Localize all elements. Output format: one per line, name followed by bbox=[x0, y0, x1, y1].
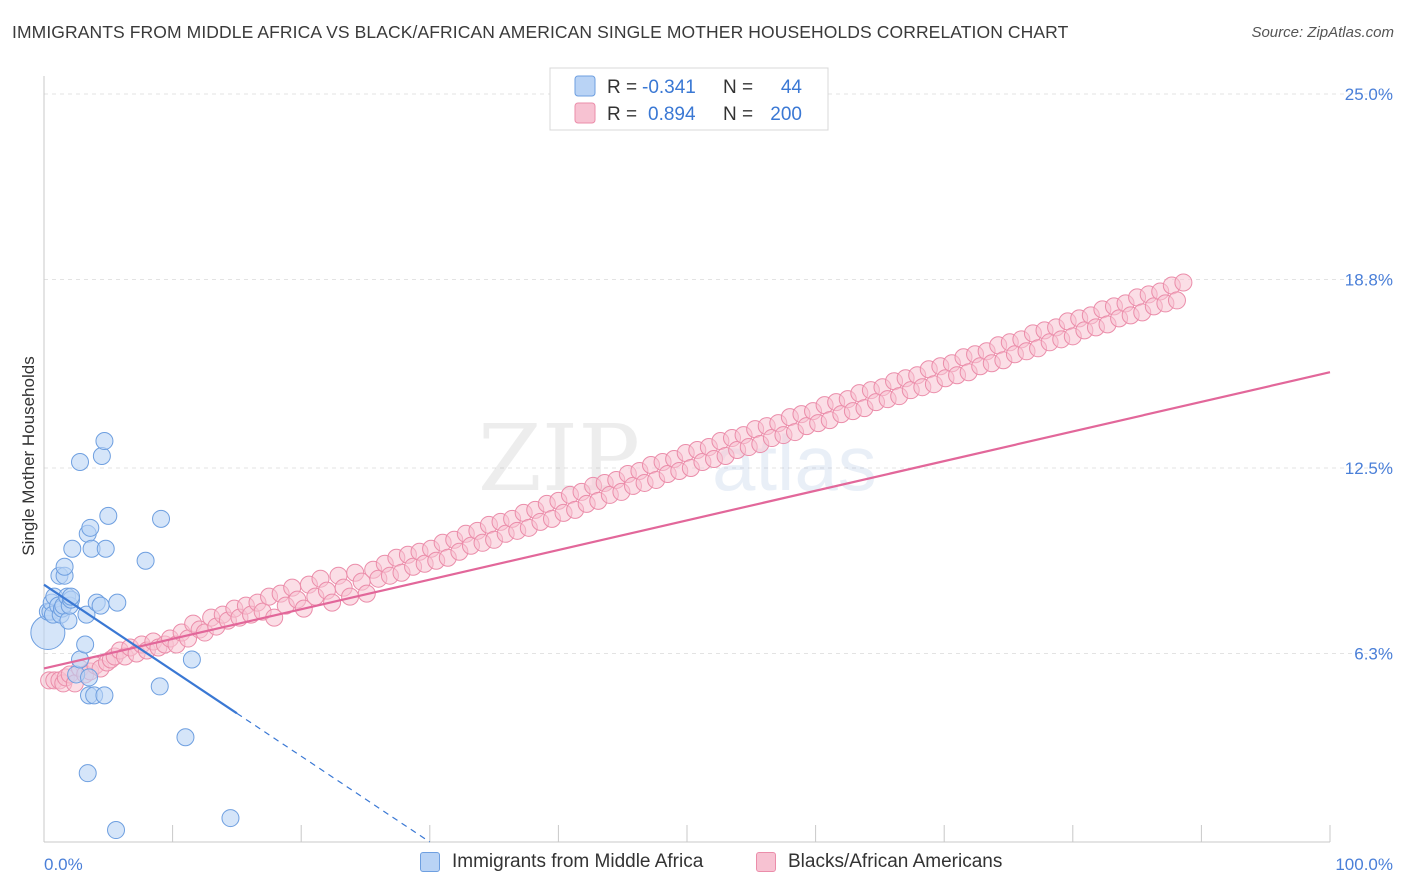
blue-point-45 bbox=[221, 809, 240, 828]
blue-point-36 bbox=[96, 539, 115, 558]
y-axis-label: Single Mother Households bbox=[19, 356, 38, 555]
blue-point-33 bbox=[92, 447, 111, 466]
blue-trend-line bbox=[43, 583, 238, 715]
blue-trend-extension bbox=[236, 712, 431, 843]
legend-box: R = -0.341 N = 44 R = 0.894 N = 200 bbox=[549, 67, 829, 131]
blue-point-18 bbox=[63, 539, 82, 558]
blue-point-12 bbox=[55, 557, 74, 576]
y-tick-label-3: 25.0% bbox=[1345, 85, 1393, 104]
bottom-legend-label-pink: Blacks/African Americans bbox=[788, 851, 1003, 872]
blue-point-44 bbox=[182, 650, 201, 669]
bottom-legend-label-blue: Immigrants from Middle Africa bbox=[452, 851, 704, 872]
x-tick-label-max: 100.0% bbox=[1335, 855, 1393, 874]
legend-n-label-2: N = bbox=[723, 104, 753, 125]
bottom-legend-item-blue[interactable]: Immigrants from Middle Africa bbox=[420, 851, 703, 873]
blue-point-37 bbox=[99, 506, 118, 525]
blue-point-42 bbox=[152, 509, 171, 528]
legend-n-value-1: 44 bbox=[781, 77, 803, 98]
series-immigrants-middle-africa bbox=[30, 432, 240, 840]
bottom-legend-swatch-blue bbox=[420, 852, 440, 872]
series-blacks-african-americans bbox=[40, 273, 1193, 693]
blue-point-38 bbox=[107, 821, 126, 840]
legend-r-value-1: -0.341 bbox=[642, 77, 696, 98]
blue-point-39 bbox=[108, 593, 127, 612]
y-tick-label-1: 12.5% bbox=[1345, 459, 1393, 478]
legend-r-value-2: 0.894 bbox=[648, 104, 696, 125]
blue-point-34 bbox=[95, 686, 114, 705]
bottom-legend: Immigrants from Middle Africa Blacks/Afr… bbox=[0, 851, 1406, 879]
legend-r-label-2: R = bbox=[607, 104, 637, 125]
bottom-legend-item-pink[interactable]: Blacks/African Americans bbox=[756, 851, 1002, 873]
x-ticks bbox=[172, 825, 1331, 842]
grid-lines bbox=[44, 93, 1393, 654]
blue-point-40 bbox=[136, 551, 155, 570]
legend-swatch-blue bbox=[574, 75, 596, 97]
blue-point-24 bbox=[78, 764, 97, 783]
bottom-legend-swatch-pink bbox=[756, 852, 776, 872]
blue-point-35 bbox=[95, 432, 114, 451]
y-tick-label-2: 18.8% bbox=[1345, 270, 1393, 289]
blue-point-20 bbox=[71, 452, 90, 471]
blue-point-43 bbox=[176, 728, 195, 747]
pink-point-198 bbox=[1167, 291, 1186, 310]
legend-frame bbox=[549, 67, 829, 131]
blue-point-28 bbox=[81, 518, 100, 537]
x-tick-label-min: 0.0% bbox=[44, 855, 83, 874]
source-label: Source: ZipAtlas.com bbox=[1251, 24, 1394, 41]
blue-point-14 bbox=[59, 611, 78, 630]
blue-point-22 bbox=[76, 635, 95, 654]
trend-lines bbox=[43, 371, 1331, 843]
pink-point-199 bbox=[1174, 273, 1193, 292]
blue-point-41 bbox=[150, 677, 169, 696]
legend-swatch-pink bbox=[574, 102, 596, 124]
blue-point-32 bbox=[91, 596, 110, 615]
pink-trend-line bbox=[43, 371, 1331, 670]
chart-title: IMMIGRANTS FROM MIDDLE AFRICA VS BLACK/A… bbox=[12, 22, 1069, 42]
legend-r-label-1: R = bbox=[607, 77, 637, 98]
legend-n-value-2: 200 bbox=[770, 104, 802, 125]
y-tick-label-0: 6.3% bbox=[1354, 644, 1393, 663]
legend-n-label-1: N = bbox=[723, 77, 753, 98]
blue-point-27 bbox=[80, 668, 99, 687]
y-tick-labels: 6.3% 12.5% 18.8% 25.0% bbox=[1345, 85, 1393, 664]
